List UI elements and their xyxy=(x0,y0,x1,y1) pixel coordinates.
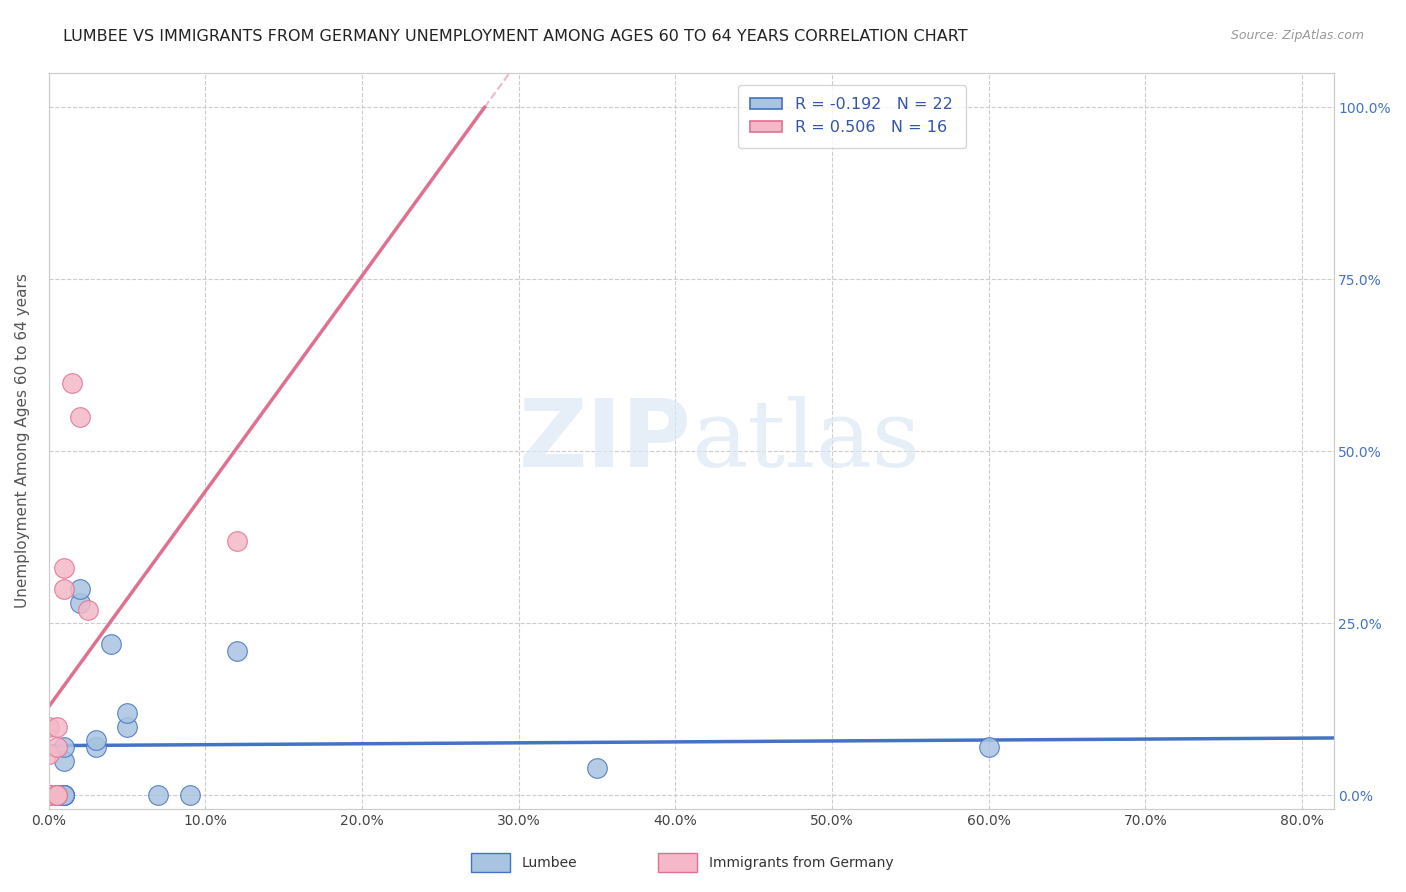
Point xyxy=(115,706,138,720)
Point xyxy=(53,789,76,803)
Point xyxy=(84,733,107,747)
Y-axis label: Unemployment Among Ages 60 to 64 years: Unemployment Among Ages 60 to 64 years xyxy=(15,274,30,608)
Point xyxy=(225,533,247,548)
Text: ZIP: ZIP xyxy=(519,395,692,487)
Point xyxy=(77,602,100,616)
Point xyxy=(38,789,60,803)
Point xyxy=(53,740,76,755)
Point xyxy=(45,789,67,803)
Point xyxy=(45,740,67,755)
Point xyxy=(53,789,76,803)
Point xyxy=(45,789,67,803)
Legend: R = -0.192   N = 22, R = 0.506   N = 16: R = -0.192 N = 22, R = 0.506 N = 16 xyxy=(738,85,966,148)
Point xyxy=(100,637,122,651)
Point xyxy=(69,596,91,610)
Point xyxy=(45,789,67,803)
Point xyxy=(148,789,170,803)
Point xyxy=(60,376,83,390)
Point xyxy=(115,719,138,733)
Point xyxy=(179,789,201,803)
Point xyxy=(45,789,67,803)
Point xyxy=(53,582,76,596)
Point xyxy=(53,754,76,768)
Point xyxy=(53,561,76,575)
Point xyxy=(38,789,60,803)
Text: Lumbee: Lumbee xyxy=(522,855,578,870)
Point xyxy=(45,719,67,733)
Point xyxy=(225,644,247,658)
Point xyxy=(977,740,1000,755)
Point xyxy=(38,789,60,803)
Point xyxy=(84,740,107,755)
Point xyxy=(69,409,91,424)
Point xyxy=(38,747,60,761)
Point xyxy=(38,789,60,803)
Text: Immigrants from Germany: Immigrants from Germany xyxy=(709,855,893,870)
Text: LUMBEE VS IMMIGRANTS FROM GERMANY UNEMPLOYMENT AMONG AGES 60 TO 64 YEARS CORRELA: LUMBEE VS IMMIGRANTS FROM GERMANY UNEMPL… xyxy=(63,29,967,44)
Point xyxy=(586,761,609,775)
Point xyxy=(38,789,60,803)
Point xyxy=(53,789,76,803)
Text: atlas: atlas xyxy=(692,396,921,486)
Text: Source: ZipAtlas.com: Source: ZipAtlas.com xyxy=(1230,29,1364,42)
Point xyxy=(38,789,60,803)
Point xyxy=(53,789,76,803)
Point xyxy=(38,719,60,733)
Point xyxy=(69,582,91,596)
